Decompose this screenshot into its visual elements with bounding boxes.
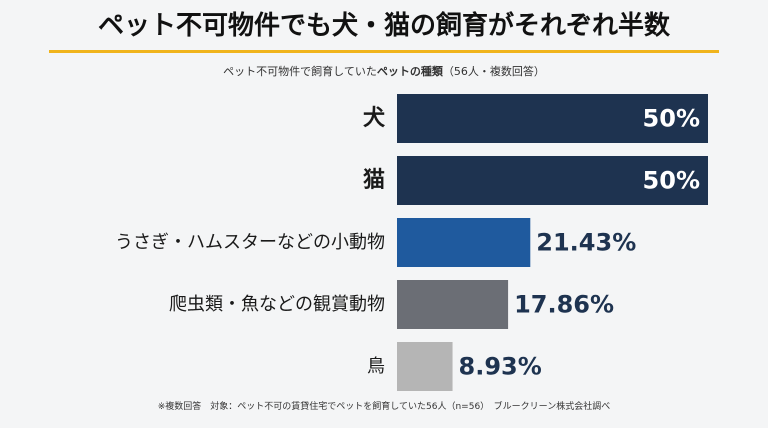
- category-label-3: うさぎ・ハムスターなどの小動物: [115, 232, 385, 253]
- bar-2: [397, 156, 708, 205]
- value-label-3: 21.43%: [536, 229, 636, 257]
- title-underline: [49, 50, 719, 53]
- value-label-4: 17.86%: [514, 291, 614, 319]
- bar-1: [397, 94, 708, 143]
- subtitle-emphasis: ペットの種類: [376, 65, 443, 78]
- footnote: ※複数回答 対象：ペット不可の賃貸住宅でペットを飼育していた56人（n=56） …: [157, 402, 611, 412]
- category-label-1: 犬: [363, 106, 386, 131]
- bar-4: [397, 280, 509, 329]
- subtitle-suffix: （56人・複数回答）: [442, 65, 545, 78]
- value-label-2: 50%: [643, 167, 700, 195]
- chart-subtitle: ペット不可物件で飼育していたペットの種類（56人・複数回答）: [0, 64, 768, 80]
- category-label-4: 爬虫類・魚などの観賞動物: [169, 294, 385, 315]
- bar-3: [397, 218, 531, 267]
- bar-5: [397, 342, 453, 391]
- subtitle-prefix: ペット不可物件で飼育していた: [223, 65, 377, 78]
- chart-title: ペット不可物件でも犬・猫の飼育がそれぞれ半数: [97, 11, 670, 41]
- category-label-2: 猫: [363, 168, 385, 193]
- value-label-1: 50%: [643, 105, 700, 133]
- category-label-5: 鳥: [367, 356, 385, 377]
- value-label-5: 8.93%: [459, 353, 542, 381]
